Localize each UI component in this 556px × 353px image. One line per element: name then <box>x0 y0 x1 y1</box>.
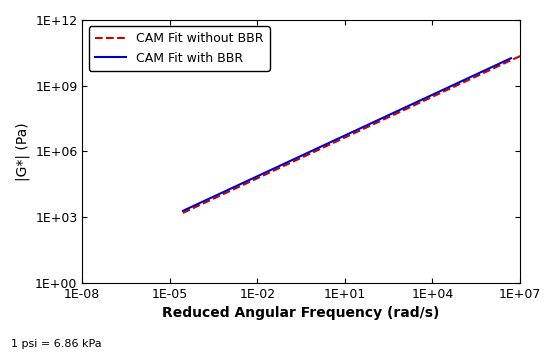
CAM Fit without BBR <box>401 107 408 112</box>
CAM Fit without BBR <box>180 211 186 215</box>
CAM Fit with BBR <box>379 116 385 120</box>
Line: CAM Fit without BBR: CAM Fit without BBR <box>183 51 532 213</box>
CAM Fit with BBR <box>508 56 514 60</box>
X-axis label: Reduced Angular Frequency (rad/s): Reduced Angular Frequency (rad/s) <box>162 306 440 321</box>
Y-axis label: |G*| (Pa): |G*| (Pa) <box>15 122 29 181</box>
CAM Fit with BBR <box>200 199 206 204</box>
CAM Fit with BBR <box>462 77 469 82</box>
Line: CAM Fit with BBR: CAM Fit with BBR <box>183 58 511 211</box>
Legend: CAM Fit without BBR, CAM Fit with BBR: CAM Fit without BBR, CAM Fit with BBR <box>88 26 270 71</box>
Text: 1 psi = 6.86 kPa: 1 psi = 6.86 kPa <box>11 340 102 349</box>
CAM Fit without BBR <box>480 71 486 75</box>
CAM Fit without BBR <box>391 112 398 116</box>
CAM Fit without BBR <box>528 49 535 53</box>
CAM Fit with BBR <box>180 209 186 213</box>
CAM Fit without BBR <box>201 201 207 205</box>
CAM Fit with BBR <box>429 93 435 97</box>
CAM Fit with BBR <box>389 112 395 116</box>
CAM Fit without BBR <box>382 116 389 121</box>
CAM Fit with BBR <box>370 120 377 124</box>
CAM Fit without BBR <box>444 88 450 92</box>
